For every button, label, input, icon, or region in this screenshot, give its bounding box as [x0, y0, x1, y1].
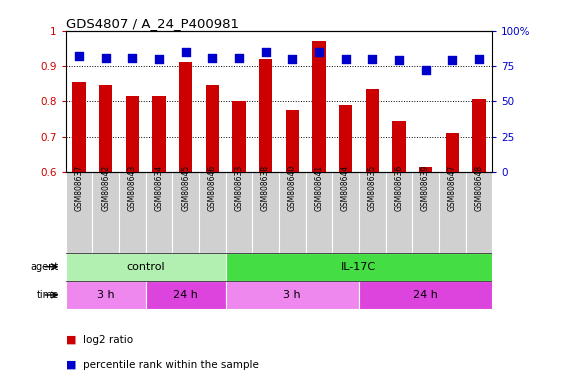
Point	[154, 56, 163, 62]
Bar	[126, 96, 139, 172]
Bar	[146, 172, 172, 253]
Bar	[286, 110, 299, 172]
Text: GSM808639: GSM808639	[421, 164, 430, 211]
Text: 3 h: 3 h	[97, 290, 114, 300]
Text: GSM808646: GSM808646	[208, 164, 217, 211]
Bar	[359, 172, 385, 253]
Text: GSM808647: GSM808647	[448, 164, 457, 211]
Bar	[445, 133, 459, 172]
Bar	[232, 101, 246, 172]
Bar	[365, 89, 379, 172]
Text: IL-17C: IL-17C	[341, 262, 376, 272]
Point	[341, 56, 350, 62]
Text: GSM808644: GSM808644	[341, 164, 350, 211]
Text: 24 h: 24 h	[413, 290, 438, 300]
Bar	[199, 172, 226, 253]
Text: log2 ratio: log2 ratio	[83, 335, 133, 345]
Bar	[226, 172, 252, 253]
Point	[101, 55, 110, 61]
Text: GDS4807 / A_24_P400981: GDS4807 / A_24_P400981	[66, 17, 239, 30]
Bar	[206, 86, 219, 172]
Text: GSM808634: GSM808634	[155, 164, 163, 211]
Text: ■: ■	[66, 360, 76, 370]
Bar	[305, 172, 332, 253]
Text: 3 h: 3 h	[283, 290, 301, 300]
Bar	[392, 121, 405, 172]
Bar	[279, 172, 305, 253]
Point	[208, 55, 217, 61]
Point	[261, 49, 270, 55]
Text: GSM808635: GSM808635	[368, 164, 377, 211]
Bar	[99, 86, 112, 172]
Bar	[465, 172, 492, 253]
Point	[315, 49, 324, 55]
Point	[288, 56, 297, 62]
Bar	[152, 96, 166, 172]
Bar	[359, 281, 492, 309]
Bar	[312, 41, 325, 172]
Point	[234, 55, 243, 61]
Text: 24 h: 24 h	[173, 290, 198, 300]
Bar	[472, 99, 485, 172]
Text: time: time	[37, 290, 59, 300]
Point	[74, 53, 83, 59]
Text: agent: agent	[30, 262, 59, 272]
Bar	[339, 105, 352, 172]
Text: GSM808638: GSM808638	[261, 165, 270, 211]
Bar	[439, 172, 465, 253]
Text: GSM808641: GSM808641	[315, 165, 323, 211]
Bar	[226, 281, 359, 309]
Point	[181, 49, 190, 55]
Text: GSM808648: GSM808648	[475, 165, 484, 211]
Bar	[332, 172, 359, 253]
Text: GSM808640: GSM808640	[288, 164, 297, 211]
Bar	[146, 281, 226, 309]
Point	[368, 56, 377, 62]
Point	[395, 57, 404, 63]
Text: percentile rank within the sample: percentile rank within the sample	[83, 360, 259, 370]
Point	[448, 57, 457, 63]
Bar	[73, 82, 86, 172]
Point	[128, 55, 137, 61]
Bar	[419, 167, 432, 172]
Bar	[66, 281, 146, 309]
Point	[421, 67, 430, 73]
Text: control: control	[126, 262, 165, 272]
Text: GSM808643: GSM808643	[128, 164, 137, 211]
Bar	[66, 172, 93, 253]
Point	[475, 56, 484, 62]
Bar	[179, 63, 192, 172]
Bar	[119, 172, 146, 253]
Text: GSM808636: GSM808636	[395, 164, 403, 211]
Bar	[93, 172, 119, 253]
Bar	[412, 172, 439, 253]
Bar	[385, 172, 412, 253]
Bar	[172, 172, 199, 253]
Text: GSM808645: GSM808645	[181, 164, 190, 211]
Bar	[259, 59, 272, 172]
Text: GSM808642: GSM808642	[101, 165, 110, 211]
Text: GSM808637: GSM808637	[74, 164, 83, 211]
Bar	[252, 172, 279, 253]
Text: ■: ■	[66, 335, 76, 345]
Text: GSM808633: GSM808633	[235, 164, 243, 211]
Bar	[226, 253, 492, 281]
Bar	[66, 253, 226, 281]
